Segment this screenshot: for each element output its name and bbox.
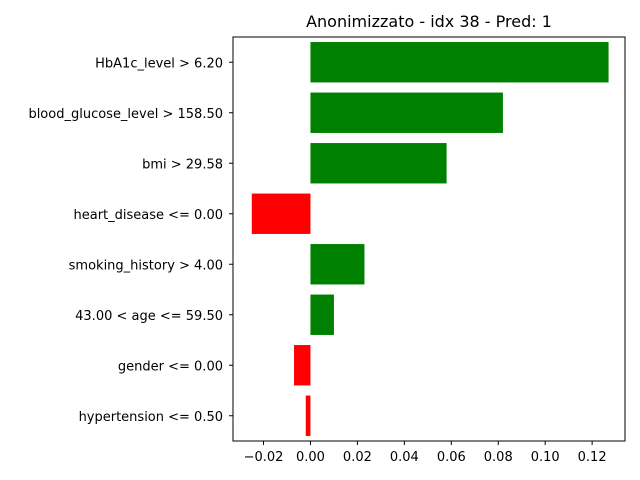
bar-3 <box>251 193 311 234</box>
y-tick-label-4: smoking_history > 4.00 <box>69 258 223 273</box>
bar-6 <box>294 345 311 386</box>
bar-1 <box>310 92 503 133</box>
bar-7 <box>305 395 311 436</box>
x-tick-label-4: 0.06 <box>437 450 466 465</box>
x-tick-label-1: 0.00 <box>296 450 325 465</box>
bar-4 <box>310 244 365 285</box>
x-tick-label-3: 0.04 <box>390 450 419 465</box>
y-tick-label-2: bmi > 29.58 <box>142 157 223 172</box>
y-tick-label-6: gender <= 0.00 <box>118 359 223 374</box>
x-tick-label-7: 0.12 <box>578 450 607 465</box>
y-tick-label-0: HbA1c_level > 6.20 <box>95 56 223 71</box>
bars-group <box>251 42 609 436</box>
chart-title: Anonimizzato - idx 38 - Pred: 1 <box>306 12 552 31</box>
y-axis: HbA1c_level > 6.20 blood_glucose_level > … <box>28 56 233 425</box>
y-tick-label-5: 43.00 < age <= 59.50 <box>75 309 223 324</box>
y-tick-label-7: hypertension <= 0.50 <box>79 410 223 425</box>
x-tick-label-6: 0.10 <box>531 450 560 465</box>
x-axis: −0.02 0.00 0.02 0.04 0.06 0.08 0.10 0.12 <box>244 441 607 465</box>
y-tick-label-1: blood_glucose_level > 158.50 <box>28 107 223 122</box>
x-tick-label-2: 0.02 <box>343 450 372 465</box>
y-tick-label-3: heart_disease <= 0.00 <box>73 208 223 223</box>
bar-5 <box>310 294 334 335</box>
bar-0 <box>310 42 609 83</box>
x-tick-label-5: 0.08 <box>484 450 513 465</box>
x-tick-label-0: −0.02 <box>244 450 284 465</box>
plot-frame <box>232 36 626 442</box>
bar-2 <box>310 143 447 184</box>
